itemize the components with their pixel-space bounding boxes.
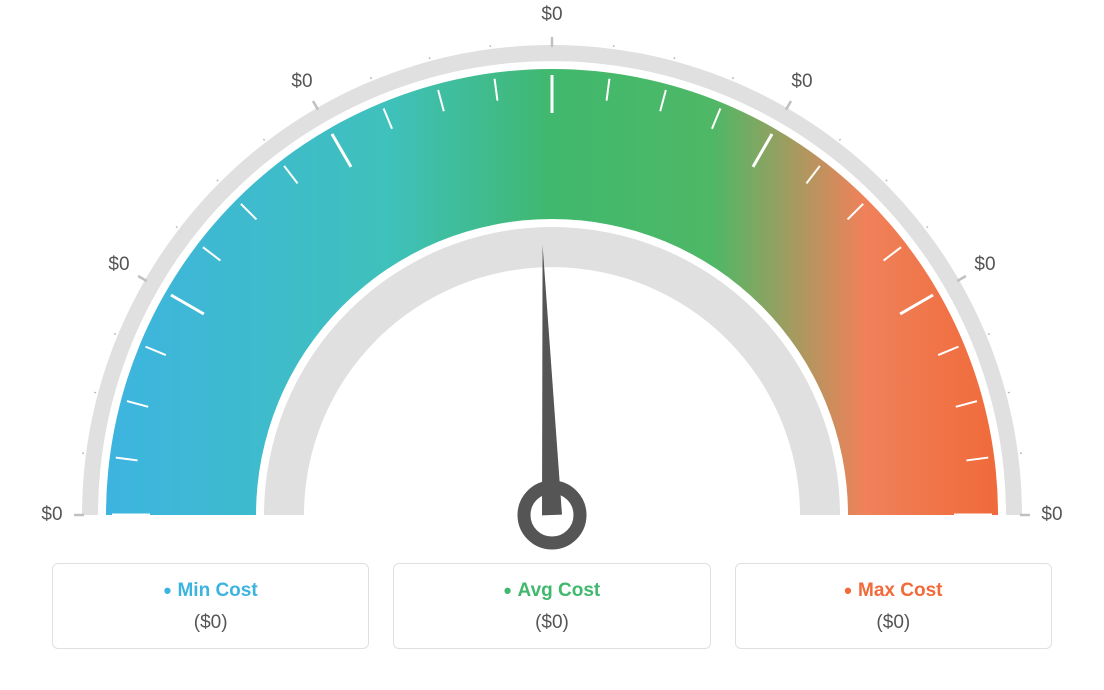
- gauge-chart: $0 $0 $0 $0 $0 $0 $0: [0, 0, 1104, 555]
- legend-value-avg: ($0): [394, 612, 709, 634]
- gauge-tick-label: $0: [1041, 504, 1062, 526]
- gauge-tick-label: $0: [291, 71, 312, 93]
- legend-value-max: ($0): [736, 612, 1051, 634]
- legend-label-max: Max Cost: [736, 578, 1051, 604]
- gauge-tick-label: $0: [41, 504, 62, 526]
- legend-card-max: Max Cost ($0): [735, 563, 1052, 649]
- gauge-svg: [0, 0, 1104, 555]
- legend-label-min: Min Cost: [53, 578, 368, 604]
- gauge-tick-label: $0: [108, 254, 129, 276]
- gauge-tick-label: $0: [791, 71, 812, 93]
- gauge-tick-label: $0: [541, 4, 562, 26]
- gauge-tick-label: $0: [974, 254, 995, 276]
- legend-label-avg: Avg Cost: [394, 578, 709, 604]
- legend-value-min: ($0): [53, 612, 368, 634]
- legend-row: Min Cost ($0) Avg Cost ($0) Max Cost ($0…: [0, 563, 1104, 649]
- legend-card-min: Min Cost ($0): [52, 563, 369, 649]
- legend-card-avg: Avg Cost ($0): [393, 563, 710, 649]
